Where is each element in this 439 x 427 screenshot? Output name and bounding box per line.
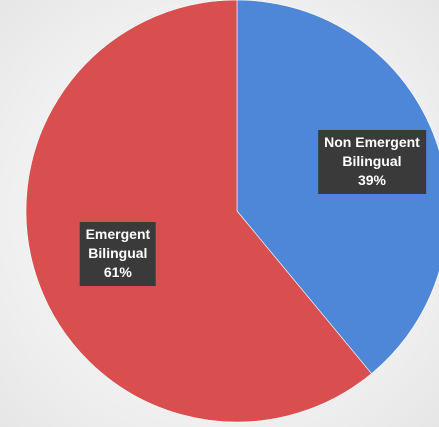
data-label-line: Bilingual <box>88 244 148 261</box>
data-label-line: Bilingual <box>342 153 402 170</box>
data-label-non-emergent-bilingual: Non Emergent Bilingual 39% <box>318 130 426 195</box>
data-label-value: 61% <box>103 263 132 280</box>
data-label-line: Emergent <box>85 225 151 242</box>
data-label-emergent-bilingual: Emergent Bilingual 61% <box>79 221 157 286</box>
pie-slices <box>25 0 439 423</box>
data-label-line: Non Emergent <box>324 134 420 151</box>
data-label-value: 39% <box>357 172 386 189</box>
pie-slice-emergent-bilingual <box>25 0 372 423</box>
